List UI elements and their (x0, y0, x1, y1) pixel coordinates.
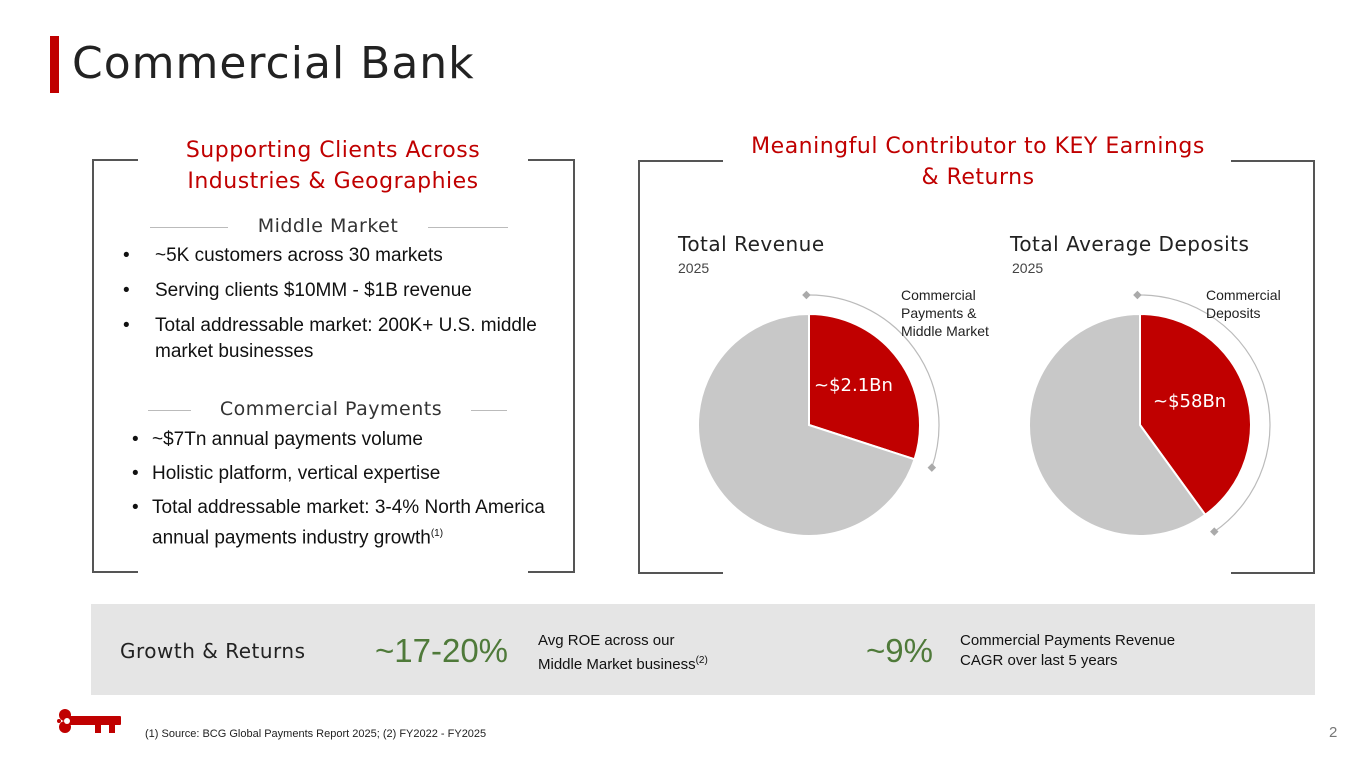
list-item: ~5K customers across 30 markets (121, 243, 541, 269)
page-number: 2 (1329, 724, 1338, 741)
chart-subtitle-deposits: 2025 (1012, 260, 1044, 276)
footnote-ref: (2) (695, 655, 708, 666)
list-item: Holistic platform, vertical expertise (130, 461, 570, 487)
divider (471, 410, 507, 411)
commercial-payments-bullets: ~$7Tn annual payments volume Holistic pl… (130, 427, 570, 551)
footnote-source: (1) Source: BCG Global Payments Report 2… (145, 728, 487, 740)
right-panel-bracket-right (1231, 160, 1315, 574)
roe-description: Avg ROE across our Middle Market busines… (538, 631, 708, 675)
callout-revenue: Commercial Payments & Middle Market (901, 287, 989, 339)
pie-value-label-revenue: ~$2.1Bn (814, 375, 893, 396)
cagr-description: Commercial Payments Revenue CAGR over la… (960, 631, 1175, 671)
list-item: ~$7Tn annual payments volume (130, 427, 570, 453)
callout-marker (1133, 290, 1142, 300)
bullet-text: ~$7Tn annual payments volume (152, 429, 423, 450)
list-item: Total addressable market: 3-4% North Ame… (130, 495, 570, 551)
bullet-text: Holistic platform, vertical expertise (152, 463, 441, 484)
list-item: Total addressable market: 200K+ U.S. mid… (121, 313, 541, 365)
middle-market-bullets: ~5K customers across 30 markets Serving … (121, 243, 541, 365)
pie-slice-rest (697, 312, 916, 537)
callout-marker (927, 463, 937, 472)
divider (150, 227, 228, 228)
bullet-text: Total addressable market: 3-4% North Ame… (152, 497, 545, 549)
divider (428, 227, 508, 228)
growth-label: Growth & Returns (120, 639, 306, 663)
callout-marker (1210, 527, 1219, 536)
chart-title-revenue: Total Revenue (678, 232, 825, 256)
chart-subtitle-revenue: 2025 (678, 260, 710, 276)
pie-slice-highlight (1139, 312, 1252, 517)
pie-slice-highlight (808, 312, 921, 461)
left-panel-bracket-left (92, 159, 138, 573)
bullet-text: ~5K customers across 30 markets (155, 245, 443, 266)
roe-desc-line1: Avg ROE across our (538, 632, 675, 649)
right-panel-heading: Meaningful Contributor to KEY Earnings &… (751, 134, 1205, 190)
chart-title-deposits: Total Average Deposits (1010, 232, 1250, 256)
roe-value: ~17-20% (375, 632, 509, 669)
page-title: Commercial Bank (72, 38, 475, 89)
bullet-text: Serving clients $10MM - $1B revenue (155, 280, 472, 301)
roe-desc-line2: Middle Market business (538, 656, 696, 673)
list-item: Serving clients $10MM - $1B revenue (121, 278, 541, 304)
cagr-desc-line2: CAGR over last 5 years (960, 652, 1118, 669)
callout-arc (806, 294, 940, 468)
cagr-value: ~9% (866, 632, 933, 669)
cagr-desc-line1: Commercial Payments Revenue (960, 632, 1176, 649)
callout-marker (802, 290, 811, 300)
bullet-text: Total addressable market: 200K+ U.S. mid… (155, 315, 537, 362)
footnote-ref: (1) (430, 528, 444, 539)
divider (148, 410, 191, 411)
growth-returns-band (91, 604, 1315, 695)
left-panel-bracket-right (528, 159, 575, 573)
middle-market-label: Middle Market (257, 215, 399, 237)
callout-arc (1137, 294, 1271, 533)
pie-slice-rest (1027, 312, 1207, 537)
key-logo-icon (57, 709, 121, 733)
commercial-payments-label: Commercial Payments (219, 398, 443, 420)
pie-value-label-deposits: ~$58Bn (1153, 391, 1227, 412)
right-panel-bracket-left (638, 160, 723, 574)
callout-deposits: Commercial Deposits (1206, 287, 1281, 321)
left-panel-heading: Supporting Clients Across Industries & G… (185, 138, 481, 194)
title-accent-bar (50, 36, 59, 93)
